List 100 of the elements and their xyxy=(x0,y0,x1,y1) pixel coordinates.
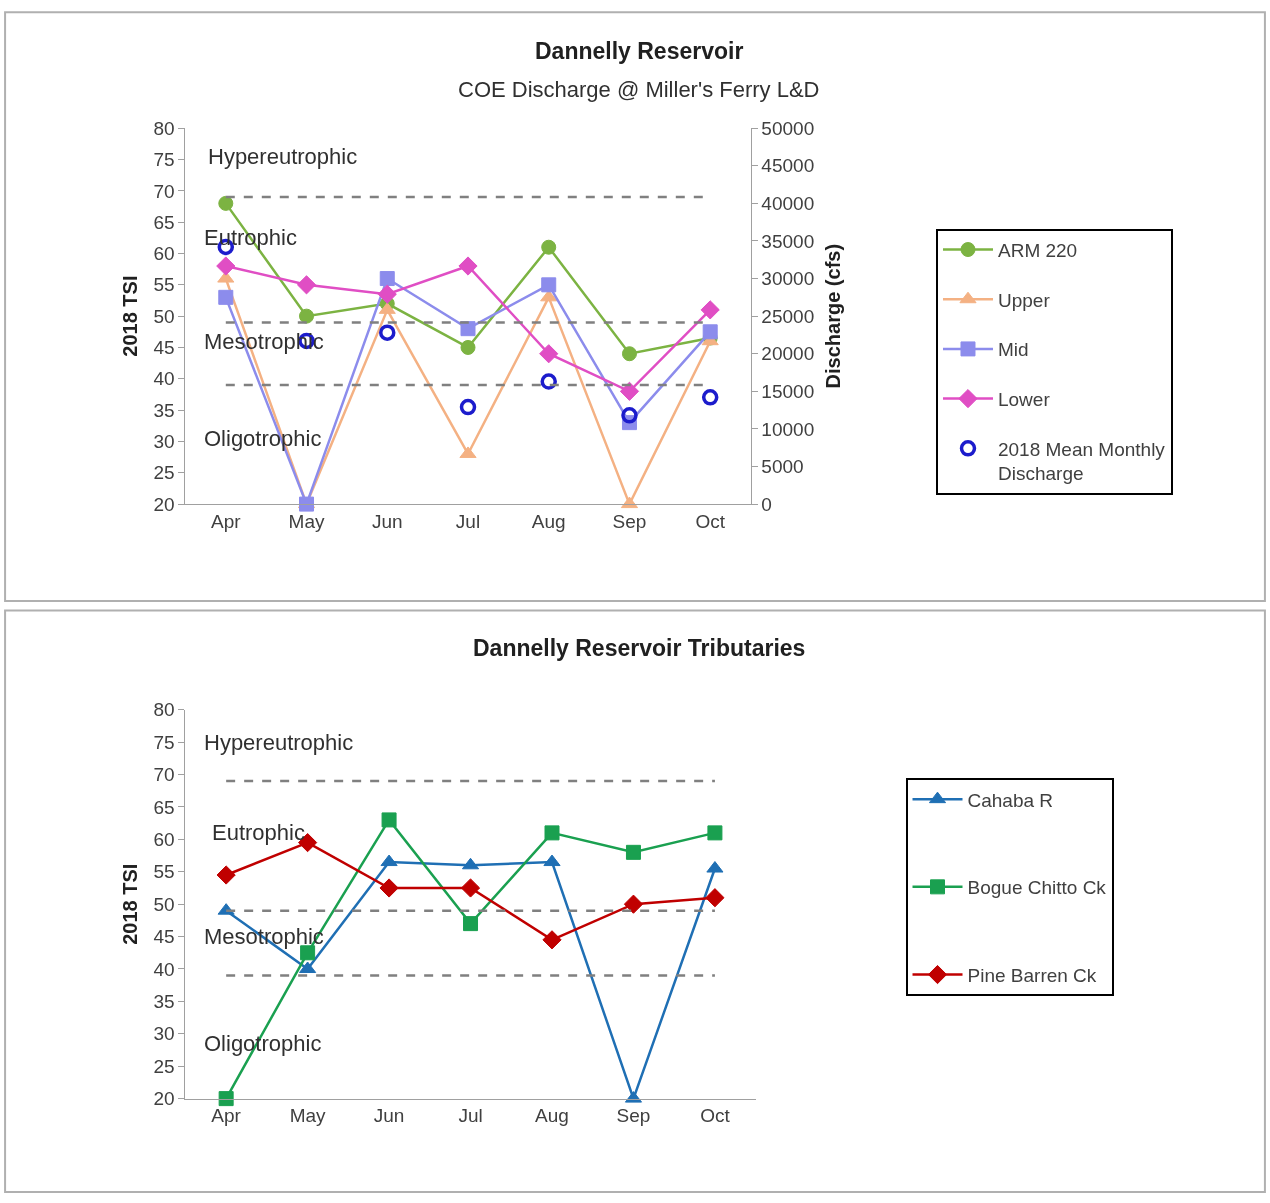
point xyxy=(540,373,557,390)
point xyxy=(380,854,398,867)
point xyxy=(621,346,637,362)
y-tick-label: 50 xyxy=(153,893,175,915)
point xyxy=(625,844,641,860)
point xyxy=(296,275,317,295)
point xyxy=(216,256,236,276)
y2-tick-label: 30000 xyxy=(761,268,815,290)
y-axis-title: 2018 TSI xyxy=(118,275,141,357)
y2-tick-label: 0 xyxy=(761,493,772,515)
point xyxy=(540,289,558,302)
x-tick-label: Jun xyxy=(373,1105,405,1127)
legend-label: Pine Barren Ck xyxy=(967,964,1097,986)
legend-label: ARM 220 xyxy=(997,239,1078,261)
point xyxy=(542,930,562,950)
y-tick-label: 60 xyxy=(153,243,175,265)
point xyxy=(379,324,396,341)
y-tick-label: 30 xyxy=(153,431,175,453)
annotation: Hypereutrophic xyxy=(204,730,354,755)
point xyxy=(621,407,638,424)
point xyxy=(463,916,479,932)
y2-tick-label: 5000 xyxy=(761,456,804,478)
y-tick-label: 35 xyxy=(153,991,175,1013)
y2-tick-label: 35000 xyxy=(761,230,815,252)
point xyxy=(218,195,234,211)
point xyxy=(544,825,560,841)
y-tick-label: 65 xyxy=(153,796,175,818)
y2-tick-label: 15000 xyxy=(761,380,815,402)
y-tick-label: 25 xyxy=(153,1055,175,1077)
point xyxy=(539,344,559,364)
x-tick-label: Aug xyxy=(531,510,566,532)
point xyxy=(541,277,557,293)
point xyxy=(458,256,478,276)
y-tick-label: 20 xyxy=(153,493,175,515)
point xyxy=(460,339,476,355)
x-tick-label: May xyxy=(288,510,325,532)
legend-label: Upper xyxy=(997,289,1051,311)
y2-tick-label: 50000 xyxy=(761,117,815,139)
x-tick-label: Jul xyxy=(458,1105,483,1127)
y2-tick-label: 45000 xyxy=(761,155,815,177)
legend-label: Mid xyxy=(997,339,1029,361)
annotation: Eutrophic xyxy=(212,820,305,845)
point xyxy=(705,888,725,908)
y-tick-label: 25 xyxy=(153,462,175,484)
y-tick-label: 80 xyxy=(153,699,175,721)
y-tick-label: 40 xyxy=(153,368,175,390)
legend-label: Bogue Chitto Ck xyxy=(967,877,1107,899)
point xyxy=(460,878,481,898)
point xyxy=(623,894,644,914)
y-tick-label: 20 xyxy=(153,1088,175,1110)
y2-tick-label: 40000 xyxy=(761,193,815,215)
chart-subtitle: COE Discharge @ Miller's Ferry L&D xyxy=(458,77,820,102)
chart-title: Dannelly Reservoir xyxy=(535,38,744,64)
x-tick-label: Sep xyxy=(616,1105,651,1127)
point xyxy=(541,239,557,255)
y-tick-label: 80 xyxy=(153,117,175,139)
chart-title: Dannelly Reservoir Tributaries xyxy=(473,635,806,661)
legend-label: Cahaba R xyxy=(967,789,1054,811)
y-tick-label: 55 xyxy=(153,861,175,883)
y-tick-label: 45 xyxy=(153,926,175,948)
y-tick-label: 70 xyxy=(153,180,175,202)
y-tick-label: 30 xyxy=(153,1023,175,1045)
x-tick-label: Sep xyxy=(612,510,647,532)
y-tick-label: 45 xyxy=(153,337,175,359)
y-tick-label: 40 xyxy=(153,958,175,980)
point xyxy=(379,271,395,287)
x-tick-label: Jul xyxy=(455,510,481,532)
y-tick-label: 55 xyxy=(153,274,175,296)
x-tick-label: Oct xyxy=(700,1105,731,1127)
point xyxy=(299,308,315,324)
point xyxy=(701,389,719,406)
point xyxy=(700,300,720,320)
point xyxy=(459,398,477,416)
y2-tick-label: 10000 xyxy=(761,418,815,440)
point xyxy=(377,284,397,304)
annotation: Hypereutrophic xyxy=(208,144,358,169)
x-tick-label: Oct xyxy=(695,510,726,532)
y2-tick-label: 20000 xyxy=(761,343,815,365)
point xyxy=(216,865,236,885)
y-axis-title: 2018 TSI xyxy=(118,863,141,945)
point xyxy=(379,878,399,898)
x-tick-label: Jun xyxy=(371,510,403,532)
x-tick-label: Aug xyxy=(535,1105,569,1127)
y-tick-label: 50 xyxy=(153,305,175,327)
point xyxy=(381,812,397,828)
point xyxy=(702,324,718,340)
legend-label: 2018 Mean Monthly Discharge xyxy=(997,438,1166,485)
legend-label: Lower xyxy=(997,389,1051,411)
y-tick-label: 70 xyxy=(153,764,175,786)
y2-tick-label: 25000 xyxy=(761,305,815,327)
point xyxy=(460,321,476,337)
point xyxy=(218,289,234,305)
point xyxy=(707,825,723,841)
point xyxy=(619,381,640,401)
x-tick-label: May xyxy=(289,1105,327,1127)
y-tick-label: 60 xyxy=(153,829,175,851)
x-tick-label: Apr xyxy=(211,1105,242,1127)
x-tick-label: Apr xyxy=(211,510,242,532)
y-tick-label: 35 xyxy=(153,399,175,421)
point xyxy=(543,854,561,867)
